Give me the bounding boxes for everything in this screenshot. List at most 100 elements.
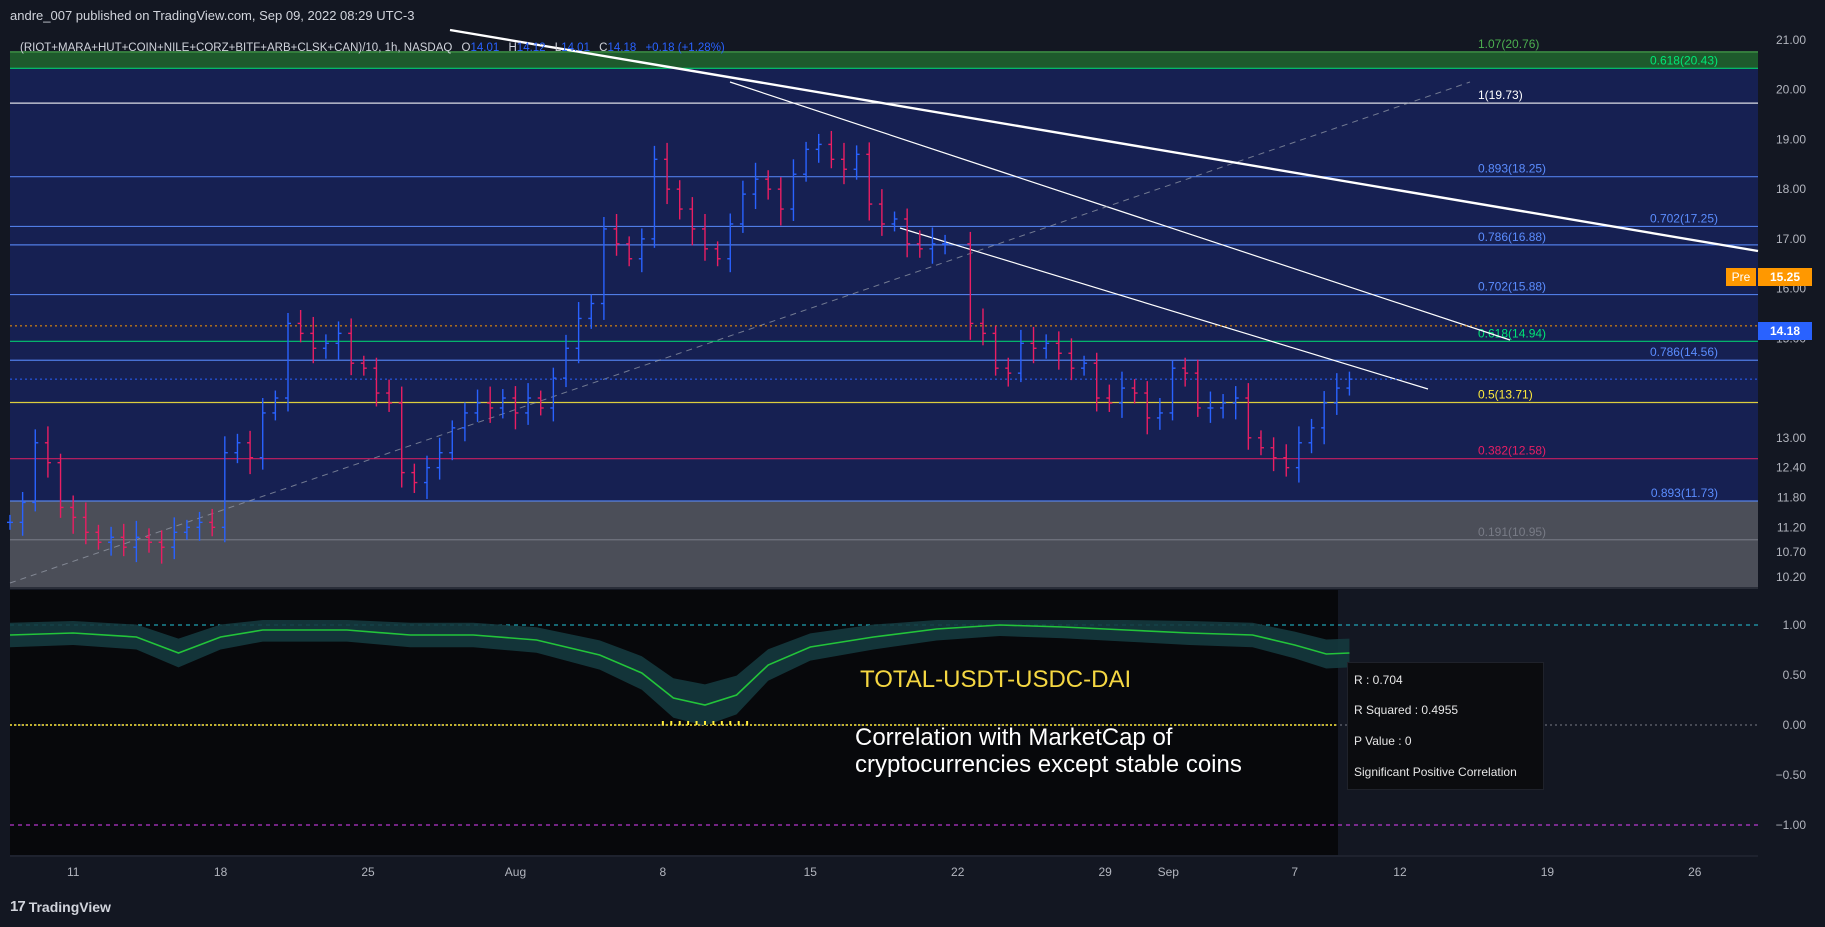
ohlc-bar	[499, 389, 506, 419]
stat-significance: Significant Positive Correlation	[1354, 765, 1517, 779]
ohlc-bar	[676, 180, 683, 220]
fib-green-zone	[10, 51, 1758, 69]
ohlc-bar	[714, 241, 721, 267]
ohlc-bar	[70, 495, 77, 534]
ohlc-bar	[777, 177, 784, 226]
ohlc-bar	[234, 433, 241, 464]
ohlc-bar	[840, 142, 847, 185]
ohlc-bar	[1081, 355, 1088, 376]
ohlc-bar	[108, 526, 115, 556]
indicator-tick-label: 0.00	[1783, 718, 1807, 732]
publisher-text: andre_007 published on TradingView.com, …	[10, 8, 415, 23]
ohlc-bar	[701, 214, 708, 261]
stat-r-squared: R Squared : 0.4955	[1354, 703, 1459, 717]
ohlc-bar	[1131, 379, 1138, 404]
ohlc-bar	[474, 389, 481, 422]
pre-price-value: 15.25	[1770, 270, 1800, 284]
ohlc-bar	[145, 528, 152, 553]
ohlc-bar	[651, 145, 658, 248]
ohlc-bar	[335, 321, 342, 360]
ohlc-bar	[853, 145, 860, 180]
svg-text:(RIOT+MARA+HUT+COIN+NILE+CORZ+: (RIOT+MARA+HUT+COIN+NILE+CORZ+BITF+ARB+C…	[20, 42, 725, 54]
fib-label: 0.5(13.71)	[1478, 387, 1533, 401]
ohlc-bar	[171, 517, 178, 560]
published-header: andre_007 published on TradingView.com, …	[0, 0, 1825, 30]
ohlc-bar	[600, 216, 607, 320]
ohlc-bar	[638, 228, 645, 273]
pre-label: Pre	[1732, 270, 1751, 284]
time-tick-label: 11	[67, 865, 80, 879]
ohlc-bar	[32, 429, 39, 512]
time-tick-label: 22	[951, 865, 965, 879]
ohlc-bar	[550, 367, 557, 422]
ohlc-bar	[1321, 391, 1328, 445]
ohlc-bar	[57, 453, 64, 518]
pre-label-badge	[1726, 268, 1756, 286]
legend-symbol: (RIOT+MARA+HUT+COIN+NILE+CORZ+BITF+ARB+C…	[20, 42, 452, 54]
ohlc-bar	[449, 420, 456, 461]
ohlc-bar	[689, 197, 696, 246]
ohlc-bar	[1106, 384, 1113, 412]
ohlc-bar	[992, 325, 999, 376]
ohlc-bar	[537, 390, 544, 416]
ohlc-bar	[979, 308, 986, 346]
fib-label: 0.702(15.88)	[1478, 280, 1546, 294]
ohlc-bar	[133, 520, 140, 563]
ohlc-bar	[613, 214, 620, 256]
ohlc-bar	[348, 318, 355, 376]
time-tick-label: 7	[1291, 865, 1298, 879]
time-axis[interactable]: 11 18 25 Aug 8 15 22 29 Sep 7 12 19 26	[0, 855, 1760, 887]
fib-label: 0.786(16.88)	[1478, 230, 1546, 244]
fib-grey-zone	[10, 500, 1758, 587]
fib-blue-zone	[10, 51, 1758, 501]
ohlc-bar	[828, 130, 835, 169]
ohlc-bar	[284, 312, 291, 412]
price-badges: Pre 15.25 14.18	[1726, 268, 1812, 340]
time-tick-label: Sep	[1158, 865, 1180, 879]
ohlc-bar	[44, 426, 51, 478]
price-tick-label: 19.00	[1776, 132, 1806, 146]
tradingview-brand-label: TradingView	[28, 898, 111, 915]
indicator-tick-label: 0.50	[1783, 668, 1807, 682]
time-tick-label: 18	[214, 865, 228, 879]
ohlc-bar	[183, 519, 190, 540]
fibonacci-levels: 1.07(20.76) 0.618(20.43) 1(19.73) 0.893(18.…	[10, 37, 1758, 541]
ohlc-bar	[1156, 398, 1163, 430]
indicator-tick-label: −1.00	[1776, 818, 1807, 832]
price-axis[interactable]: 21.0020.0019.0018.0017.0016.0015.0013.00…	[1760, 30, 1825, 887]
stat-r: R : 0.704	[1354, 673, 1403, 687]
fib-label: 0.893(11.73)	[1651, 486, 1718, 500]
trendlines[interactable]	[9, 28, 1759, 584]
fib-label: 0.618(14.94)	[1478, 326, 1546, 340]
ohlc-bar	[310, 316, 317, 364]
ohlc-bar	[1182, 357, 1189, 387]
ohlc-bar	[360, 355, 367, 376]
indicator-title: TOTAL-USDT-USDC-DAI	[860, 666, 1132, 693]
ohlc-bar	[1017, 329, 1024, 383]
ohlc-bar	[487, 386, 494, 423]
tradingview-brand[interactable]: 17 TradingView	[10, 898, 111, 915]
ohlc-bar	[891, 211, 898, 232]
price-axis-bg	[1760, 30, 1825, 887]
fib-label: 1.07(20.76)	[1478, 37, 1539, 51]
ohlc-bar	[739, 180, 746, 233]
stat-p-value: P Value : 0	[1354, 734, 1412, 748]
ohlc-bar	[297, 309, 304, 343]
footer-bar	[0, 887, 1825, 927]
fib-label: 0.382(12.58)	[1478, 444, 1546, 458]
major-downtrend-line	[449, 28, 1759, 253]
time-tick-label: 25	[361, 865, 375, 879]
ohlc-bar	[272, 390, 279, 421]
ohlc-bar	[259, 398, 266, 470]
ohlc-bar	[386, 379, 393, 412]
main-pane-background	[10, 30, 1758, 589]
time-tick-label: 29	[1098, 865, 1112, 879]
legend-o-value: 14.01	[471, 42, 500, 54]
tradingview-logo-icon: 17	[10, 898, 26, 915]
ohlc-bar	[1295, 426, 1302, 483]
indicator-tick-label: −0.50	[1776, 768, 1807, 782]
ohlc-bar	[247, 430, 254, 475]
ohlc-bar	[1283, 444, 1290, 477]
price-tick-label: 21.00	[1776, 33, 1806, 47]
